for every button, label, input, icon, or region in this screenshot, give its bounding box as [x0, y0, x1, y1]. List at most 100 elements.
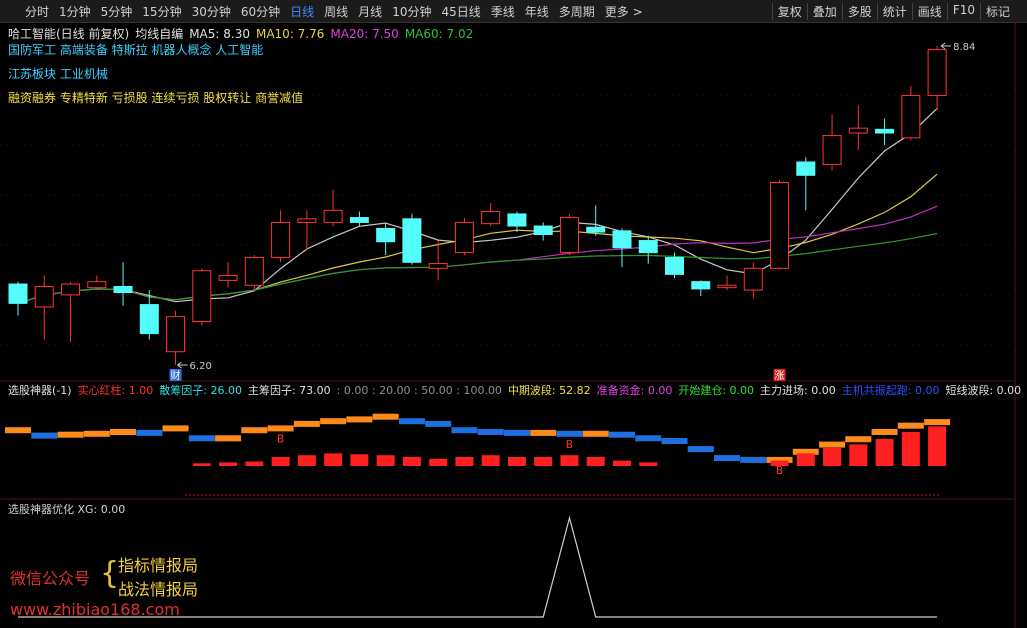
- stock-header: 哈工智能(日线 前复权) 均线自编 MA5: 8.30 MA10: 7.76 MA20:…: [8, 25, 479, 42]
- trend-bar: [57, 431, 84, 438]
- indicator-value: 选股神器(-1): [8, 384, 72, 397]
- red-bar: [507, 457, 526, 466]
- high-label: 8.84: [953, 42, 975, 53]
- period-tab[interactable]: 更多 >: [604, 4, 643, 19]
- period-tab[interactable]: 日线: [290, 4, 315, 19]
- indicator-value: 中期波段: 52.82: [507, 384, 591, 397]
- tag-line: 融资融券 专精特新 亏损股 连续亏损 股权转让 商誉减值: [8, 91, 304, 105]
- candle-body: [139, 304, 159, 335]
- candle-body: [691, 281, 711, 290]
- toolbar: 分时 1分钟 5分钟 15分钟 30分钟 60分钟 日线 周线 月线 10分钟 45日线 季线 年线 多周…: [0, 0, 1027, 23]
- tag-line: 江苏板块 工业机械: [8, 67, 108, 81]
- red-bar: [901, 431, 920, 466]
- tool-button[interactable]: F10: [946, 2, 980, 20]
- ma-value: MA60: 7.02: [404, 27, 474, 41]
- trend-bar: [897, 422, 924, 429]
- period-tab[interactable]: 15分钟: [142, 4, 182, 19]
- candle-body: [717, 284, 737, 289]
- red-bar: [481, 455, 500, 466]
- tool-button[interactable]: 画线: [911, 2, 947, 20]
- red-bar: [796, 453, 815, 466]
- period-tab[interactable]: 10分钟: [392, 4, 432, 19]
- trend-bar: [136, 429, 163, 436]
- candle-body: [638, 240, 658, 254]
- tool-buttons: 复权 叠加 多股 统计 画线 F10 标记: [771, 2, 1015, 20]
- red-bar: [534, 457, 553, 466]
- tool-button[interactable]: 复权: [771, 2, 807, 20]
- candle-body: [481, 211, 501, 225]
- indicator-value: 主机共振起跑: 0.00: [841, 384, 940, 397]
- trend-bar: [31, 432, 58, 439]
- trend-bar: [871, 429, 898, 435]
- trend-bar: [346, 416, 373, 423]
- xg-title: 选股神器优化 XG: 0.00: [8, 503, 126, 516]
- indicator-value: : 0.00 : 20.00 : 50.00 : 100.00: [336, 384, 502, 397]
- candle-body: [244, 256, 264, 286]
- indicator-value: 实心红柱: 1.00: [77, 384, 154, 397]
- trend-bar: [924, 419, 951, 426]
- wm-account: 微信公众号: [10, 569, 91, 588]
- period-tab[interactable]: 年线: [524, 4, 549, 19]
- period-tab[interactable]: 分时: [25, 4, 50, 19]
- red-bar: [219, 462, 238, 466]
- candle-body: [586, 226, 606, 233]
- trend-bar: [162, 425, 189, 432]
- candle-body: [192, 270, 212, 322]
- wm-line2: 战法情报局: [118, 580, 199, 599]
- tool-button[interactable]: 统计: [876, 2, 912, 20]
- period-tabs: 分时 1分钟 5分钟 15分钟 30分钟 60分钟 日线 周线 月线 10分钟 45日线 季线 年线 多周…: [0, 3, 648, 20]
- period-tab[interactable]: 1分钟: [59, 4, 91, 19]
- period-tab[interactable]: 季线: [490, 4, 515, 19]
- trend-bar: [451, 427, 478, 434]
- period-tab[interactable]: 45日线: [441, 4, 481, 19]
- candle-body: [848, 127, 868, 134]
- trend-bar: [819, 441, 846, 448]
- period-tab[interactable]: 60分钟: [240, 4, 281, 19]
- trend-bar: [792, 448, 819, 455]
- red-bar: [350, 454, 369, 466]
- period-tab[interactable]: 30分钟: [191, 4, 231, 19]
- red-bar: [429, 458, 448, 466]
- period-tab[interactable]: 多周期: [558, 4, 595, 19]
- candle-body: [743, 267, 763, 291]
- candle-body: [770, 182, 790, 269]
- period-tab[interactable]: 月线: [358, 4, 383, 19]
- tool-button[interactable]: 多股: [841, 2, 877, 20]
- indicator-value: 主力进场: 0.00: [760, 384, 836, 397]
- candle-body: [533, 225, 553, 236]
- trend-bar: [714, 455, 741, 462]
- wm-line1: 指标情报局: [118, 556, 199, 575]
- trend-bar: [845, 436, 872, 443]
- red-bar: [612, 460, 631, 466]
- candle-body: [323, 209, 343, 223]
- trend-bar: [766, 456, 793, 463]
- candle-body: [87, 281, 107, 289]
- trend-bar: [556, 430, 583, 437]
- red-bar: [324, 453, 343, 466]
- signal-label: B: [776, 464, 784, 477]
- candle-body: [113, 285, 133, 294]
- red-bar: [586, 457, 605, 466]
- candle-body: [166, 316, 186, 353]
- trend-bar: [398, 418, 425, 425]
- candle-body: [428, 263, 448, 269]
- candle-body: [8, 283, 28, 304]
- red-bar: [245, 461, 264, 466]
- candle-body: [665, 256, 684, 275]
- indicator-value: 开始建仓: 0.00: [678, 384, 755, 397]
- event-box: [169, 369, 182, 381]
- low-arrow: [177, 361, 188, 369]
- period-tab[interactable]: 周线: [324, 4, 349, 19]
- candle-body: [61, 283, 81, 296]
- period-tab[interactable]: 5分钟: [100, 4, 133, 19]
- tool-button[interactable]: 标记: [979, 2, 1015, 20]
- trend-bar: [110, 429, 137, 435]
- trend-bar: [582, 430, 609, 437]
- candle-body: [454, 221, 474, 254]
- event-label: 涨: [775, 370, 785, 382]
- ma-label: 均线自编: [135, 27, 184, 41]
- signal-label: B: [277, 432, 285, 445]
- tool-button[interactable]: 叠加: [806, 2, 842, 20]
